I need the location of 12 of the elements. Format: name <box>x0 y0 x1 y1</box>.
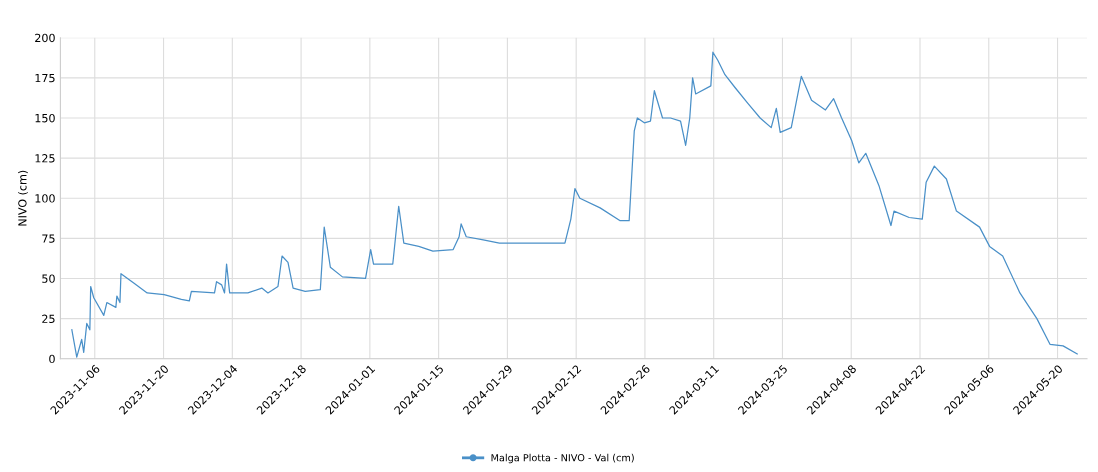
y-tick-label: 125 <box>35 154 55 163</box>
y-tick-label: 200 <box>35 33 55 43</box>
y-tick-label: 150 <box>35 113 55 123</box>
y-tick-label: 75 <box>42 234 55 243</box>
line-series <box>71 51 1078 358</box>
y-tick-label: 100 <box>35 194 55 203</box>
y-axis-title: NIVO (cm) <box>18 170 28 226</box>
y-tick-label: 175 <box>35 74 55 83</box>
y-tick-label: 50 <box>42 274 55 283</box>
y-tick-label: 0 <box>49 354 55 364</box>
legend-label: Malga Plotta - NIVO - Val (cm) <box>491 453 634 464</box>
y-tick-label: 25 <box>42 314 55 323</box>
